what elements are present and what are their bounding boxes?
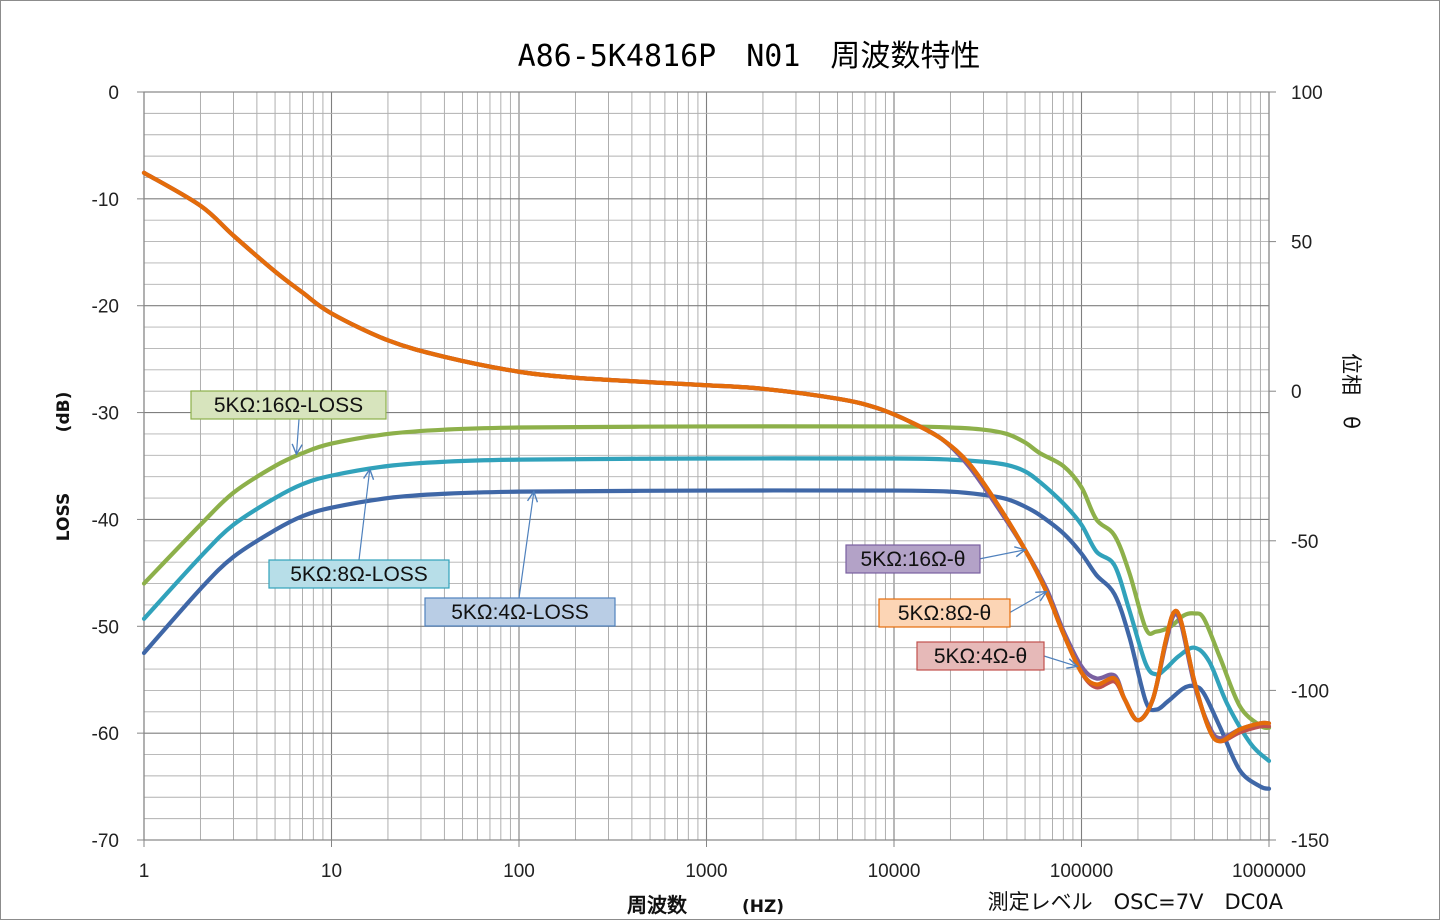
right-axis-ticks: 100 50 0 -50 -100 -150 <box>1269 83 1329 852</box>
x-tick-label: 10 <box>321 861 342 882</box>
x-tick-label: 1000000 <box>1232 861 1306 882</box>
x-tick-label: 100 <box>503 861 535 882</box>
annotation-label-phase-4ohm: 5KΩ:4Ω-θ <box>934 645 1027 668</box>
series-lines <box>141 170 1272 791</box>
annotation-label-loss-4ohm: 5KΩ:4Ω-LOSS <box>451 601 589 624</box>
series-labels: 5KΩ:16Ω-LOSS 5KΩ:8Ω-LOSS 5KΩ:4Ω-LOSS 5KΩ:16… <box>190 390 1077 671</box>
annotation-label-phase-8ohm: 5KΩ:8Ω-θ <box>898 602 991 625</box>
y2-tick-label: 100 <box>1291 83 1323 104</box>
plot-grid <box>143 91 1270 841</box>
annotation-box-phase-16ohm <box>845 544 981 574</box>
y-tick-label: -60 <box>92 724 119 745</box>
y-tick-label: -40 <box>92 510 119 531</box>
series-line-phase-8ohm <box>141 170 1272 744</box>
annotation-arrow <box>1008 592 1046 614</box>
y-tick-label: -20 <box>92 297 119 318</box>
x-tick-label: 100000 <box>1050 861 1113 882</box>
y-axis-label: LOSS <box>54 493 74 541</box>
annotation-arrow <box>518 492 534 599</box>
series-line-loss-4ohm <box>141 488 1272 791</box>
measurement-condition: 測定レベル OSC=7V DC0A <box>988 890 1284 914</box>
series-line-loss-16ohm <box>141 424 1272 731</box>
x-tick-label: 10000 <box>868 861 921 882</box>
x-axis-ticks: 1 10 100 1000 10000 100000 1000000 <box>139 840 1306 882</box>
annotation-label-loss-16ohm: 5KΩ:16Ω-LOSS <box>214 394 363 417</box>
y2-tick-label: 50 <box>1291 233 1312 254</box>
y-tick-label: 0 <box>108 83 119 104</box>
y2-tick-label: -50 <box>1291 532 1318 553</box>
y2-tick-label: -150 <box>1291 831 1329 852</box>
y-tick-label: -50 <box>92 617 119 638</box>
y-axis-unit: (dB) <box>54 392 74 433</box>
y2-tick-label: 0 <box>1291 382 1302 403</box>
x-axis-label: 周波数 <box>627 893 688 917</box>
y-tick-label: -10 <box>92 190 119 211</box>
annotation-arrow <box>358 469 370 561</box>
chart-title: A86-5K4816P N01 周波数特性 <box>518 39 981 74</box>
annotation-box-phase-8ohm <box>878 598 1011 628</box>
annotation-arrow <box>978 550 1025 560</box>
y-tick-label: -30 <box>92 404 119 425</box>
x-axis-unit: (HZ) <box>742 897 784 917</box>
y2-tick-label: -100 <box>1291 681 1329 702</box>
x-tick-label: 1000 <box>685 861 727 882</box>
annotation-arrow <box>1043 655 1077 666</box>
annotation-box-loss-4ohm <box>424 597 616 627</box>
annotation-box-phase-4ohm <box>916 641 1045 671</box>
annotation-box-loss-16ohm <box>190 390 387 420</box>
annotation-label-loss-8ohm: 5KΩ:8Ω-LOSS <box>290 563 428 586</box>
x-tick-label: 1 <box>139 861 150 882</box>
annotation-box-loss-8ohm <box>268 559 450 589</box>
y2-axis-label: 位相 θ <box>1339 353 1363 429</box>
annotation-arrow <box>296 418 299 454</box>
annotation-label-phase-16ohm: 5KΩ:16Ω-θ <box>861 548 966 571</box>
series-line-loss-8ohm <box>141 456 1272 764</box>
left-axis-ticks: 0 -10 -20 -30 -40 -50 -60 -70 <box>92 83 144 852</box>
y-tick-label: -70 <box>92 831 119 852</box>
